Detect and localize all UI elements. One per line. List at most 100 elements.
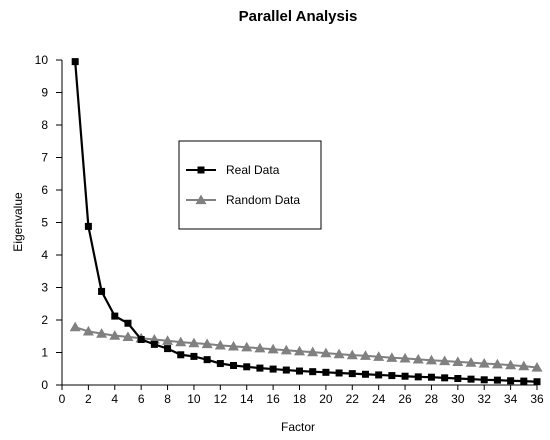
x-axis-label: Factor <box>281 420 315 434</box>
x-tick-label: 32 <box>478 392 492 406</box>
point-random-data <box>162 335 174 345</box>
x-tick-label: 10 <box>187 392 201 406</box>
point-random-data <box>201 338 213 349</box>
point-real-data <box>480 376 488 384</box>
point-random-data <box>228 340 240 351</box>
point-random-data <box>267 343 279 354</box>
point-real-data <box>427 373 435 381</box>
x-tick-label: 28 <box>425 392 439 406</box>
x-tick-label: 8 <box>164 392 171 406</box>
point-real-data <box>124 319 132 327</box>
point-real-data <box>322 368 330 376</box>
x-tick-label: 34 <box>504 392 518 406</box>
point-random-data <box>531 361 543 372</box>
point-random-data <box>254 342 266 353</box>
y-tick-label: 5 <box>41 216 48 230</box>
point-random-data <box>478 358 490 368</box>
point-random-data <box>69 321 81 332</box>
point-real-data <box>520 377 528 385</box>
x-tick-label: 30 <box>451 392 465 406</box>
point-random-data <box>491 358 503 369</box>
point-random-data <box>294 345 305 356</box>
x-tick-label: 18 <box>293 392 307 406</box>
x-tick-label: 26 <box>398 392 412 406</box>
point-real-data <box>348 370 356 378</box>
y-tick-label: 1 <box>41 346 48 360</box>
point-random-data <box>175 336 187 347</box>
point-real-data <box>493 376 501 384</box>
x-tick-label: 16 <box>266 392 280 406</box>
legend: Real Data Random Data <box>178 140 322 230</box>
point-real-data <box>98 287 106 295</box>
y-tick-label: 6 <box>41 183 48 197</box>
x-tick-label: 0 <box>59 392 66 406</box>
legend-box <box>178 140 322 230</box>
y-tick-label: 10 <box>35 53 49 67</box>
point-random-data <box>214 339 226 350</box>
x-tick-label: 14 <box>240 392 254 406</box>
point-random-data <box>188 337 200 348</box>
x-tick-label: 36 <box>530 392 544 406</box>
series-line-random-data <box>74 326 538 369</box>
point-real-data <box>296 367 303 375</box>
x-tick-label: 6 <box>138 392 145 406</box>
point-random-data <box>518 360 530 371</box>
y-tick-label: 8 <box>41 118 48 132</box>
point-random-data <box>359 350 371 360</box>
point-real-data <box>150 340 158 348</box>
point-real-data <box>441 374 449 382</box>
point-random-data <box>109 330 121 340</box>
point-random-data <box>412 353 424 364</box>
x-tick-label: 2 <box>85 392 92 406</box>
y-tick-label: 2 <box>41 313 48 327</box>
point-random-data <box>452 356 464 367</box>
x-tick-label: 4 <box>111 392 118 406</box>
point-real-data <box>164 345 172 353</box>
point-real-data <box>137 336 145 343</box>
point-real-data <box>414 373 422 381</box>
point-real-data <box>507 377 515 385</box>
point-real-data <box>71 58 79 66</box>
point-random-data <box>505 359 517 370</box>
point-random-data <box>386 352 398 362</box>
legend-marker-real-data <box>197 166 205 174</box>
x-tick-label: 20 <box>319 392 333 406</box>
point-real-data <box>454 375 462 382</box>
point-real-data <box>111 312 119 320</box>
point-real-data <box>309 368 317 376</box>
point-random-data <box>96 328 108 338</box>
point-real-data <box>533 378 541 386</box>
point-real-data <box>84 222 92 230</box>
point-random-data <box>439 355 451 366</box>
x-tick-label: 22 <box>346 392 360 406</box>
point-random-data <box>425 354 437 365</box>
y-tick-label: 3 <box>41 281 48 295</box>
y-tick-label: 4 <box>41 248 48 262</box>
point-real-data <box>177 351 185 359</box>
point-random-data <box>465 357 477 367</box>
point-real-data <box>467 375 475 383</box>
point-random-data <box>346 349 358 360</box>
point-real-data <box>269 365 277 373</box>
point-real-data <box>375 371 383 379</box>
point-random-data <box>122 331 134 342</box>
point-real-data <box>256 364 264 372</box>
point-random-data <box>82 325 94 336</box>
y-tick-label: 9 <box>41 86 48 100</box>
legend-label-random-data: Random Data <box>226 193 300 207</box>
point-real-data <box>282 366 290 374</box>
x-tick-label: 12 <box>214 392 228 406</box>
point-random-data <box>399 352 411 363</box>
point-real-data <box>401 372 409 380</box>
point-random-data <box>320 347 332 358</box>
point-random-data <box>307 346 319 357</box>
point-random-data <box>241 341 253 352</box>
point-random-data <box>333 348 345 359</box>
point-real-data <box>361 370 369 378</box>
point-random-data <box>280 344 292 355</box>
x-tick-label: 24 <box>372 392 386 406</box>
y-tick-label: 7 <box>41 151 48 165</box>
point-real-data <box>216 360 224 368</box>
y-axis-label: Eigenvalue <box>11 192 25 252</box>
